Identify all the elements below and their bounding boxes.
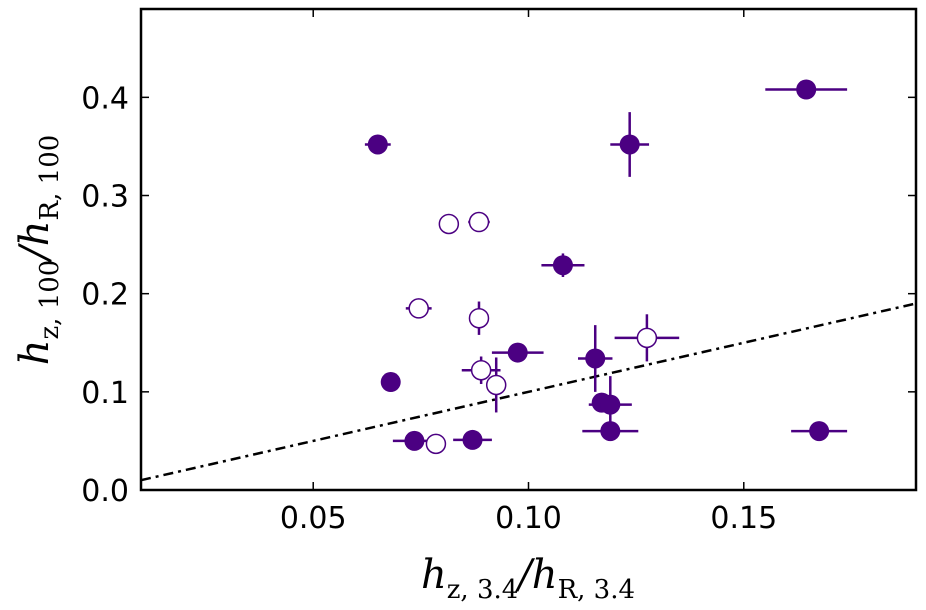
plot-area-frame — [139, 7, 918, 492]
open-data-point — [425, 433, 447, 455]
filled-data-point — [507, 342, 528, 363]
filled-data-point — [585, 348, 606, 369]
open-data-point — [408, 298, 429, 319]
filled-data-point — [462, 429, 483, 450]
x-tick-label: 0.10 — [495, 501, 562, 536]
filled-data-point — [380, 372, 401, 393]
x-axis-label: hz, 3.4/hR, 3.4 — [421, 552, 635, 605]
filled-data-point — [796, 79, 817, 100]
y-tick-label: 0.2 — [81, 278, 129, 313]
x-tick-label: 0.15 — [710, 501, 777, 536]
open-data-point — [485, 374, 507, 396]
filled-data-point — [600, 394, 621, 415]
filled-data-point — [367, 134, 388, 155]
filled-data-point — [552, 255, 573, 276]
filled-data-point — [600, 421, 621, 442]
y-tick-label: 0.0 — [81, 474, 129, 509]
y-axis-label: hz, 100/hR, 100 — [12, 135, 65, 366]
y-tick-label: 0.1 — [81, 376, 129, 411]
open-data-point — [468, 307, 490, 329]
open-data-point — [438, 213, 460, 235]
x-tick-label: 0.05 — [280, 501, 347, 536]
y-tick-label: 0.3 — [81, 180, 129, 215]
filled-data-point — [619, 134, 640, 155]
open-data-point — [470, 359, 492, 381]
reference-line — [140, 302, 917, 482]
y-tick-label: 0.4 — [81, 81, 129, 116]
open-data-point — [468, 211, 490, 233]
open-data-point — [636, 327, 658, 349]
filled-data-point — [809, 421, 830, 442]
filled-data-point — [404, 430, 425, 451]
